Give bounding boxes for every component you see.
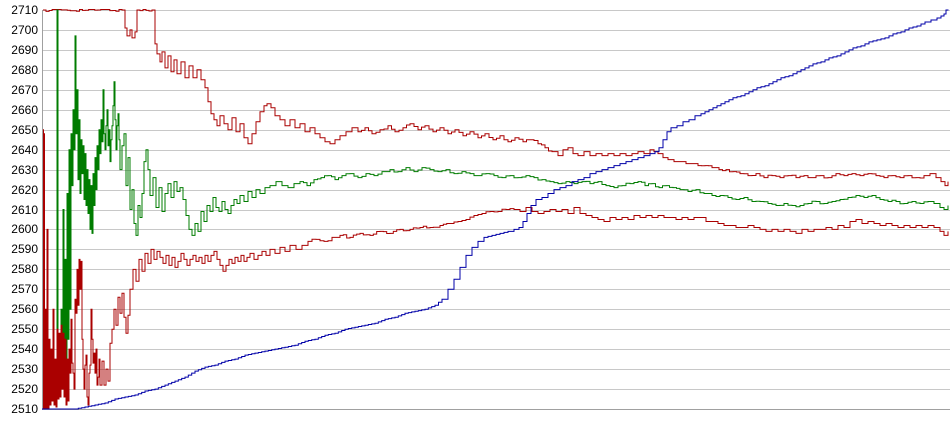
y-axis-label: 2660 [11,102,38,117]
y-axis-label: 2600 [11,221,38,236]
y-axis-label: 2590 [11,241,38,256]
y-axis-label: 2710 [11,2,38,17]
series-min-line [43,129,949,410]
y-axis-label: 2570 [11,281,38,296]
y-axis-label: 2580 [11,261,38,276]
y-axis-label: 2540 [11,341,38,356]
y-axis-label: 2650 [11,122,38,137]
y-axis-label: 2510 [11,401,38,416]
y-axis-label: 2690 [11,42,38,57]
y-axis-label: 2670 [11,82,38,97]
y-axis-label: 2630 [11,162,38,177]
y-axis-label: 2520 [11,381,38,396]
y-axis-label: 2530 [11,361,38,376]
y-axis-label: 2680 [11,62,38,77]
y-axis-label: 2610 [11,202,38,217]
y-axis-label: 2620 [11,182,38,197]
y-axis-label: 2700 [11,22,38,37]
y-axis-label: 2560 [11,301,38,316]
y-axis-label: 2640 [11,142,38,157]
y-axis-label: 2550 [11,321,38,336]
series-cumulative-line [42,9,949,410]
series-max-line [43,9,949,187]
series-average-line [55,9,949,404]
